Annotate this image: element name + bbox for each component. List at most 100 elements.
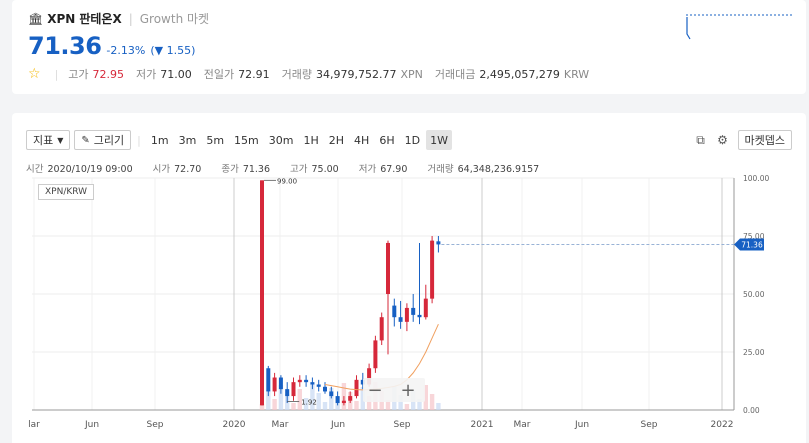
zoom-out-button[interactable]: − <box>367 380 382 401</box>
interval-15m[interactable]: 15m <box>234 133 259 147</box>
candle-body <box>367 368 372 385</box>
ohlc-time: 시간 2020/10/19 09:00 <box>26 164 133 175</box>
y-tick-label: 25.00 <box>743 348 765 357</box>
interval-30m[interactable]: 30m <box>268 133 294 147</box>
volume-bar <box>423 385 428 410</box>
interval-1h[interactable]: 1H <box>303 133 319 147</box>
x-tick-label: Mar <box>514 420 531 430</box>
interval-5m[interactable]: 5m <box>206 133 225 147</box>
volume-bar <box>360 387 365 410</box>
candle-body <box>348 396 353 401</box>
ohlc-close: 종가 71.36 <box>221 164 271 175</box>
interval-1w[interactable]: 1W <box>426 130 452 150</box>
interval-4h[interactable]: 4H <box>354 133 370 147</box>
indicator-label: 지표 <box>33 134 54 147</box>
candle-body <box>423 298 428 318</box>
mini-sparkline <box>686 14 794 40</box>
prev-label: 전일가 <box>203 68 235 81</box>
interval-3m[interactable]: 3m <box>178 133 197 147</box>
candle-body <box>379 317 384 341</box>
draw-button[interactable]: ✎ 그리기 <box>74 130 132 150</box>
candle-body <box>360 379 365 385</box>
candle-body <box>436 241 441 245</box>
candle-body <box>386 242 390 294</box>
gear-icon[interactable]: ⚙ <box>717 133 728 147</box>
zoom-controls[interactable] <box>363 378 425 402</box>
candle-body <box>304 379 309 383</box>
pencil-icon: ✎ <box>81 134 90 146</box>
ohlc-legend: 시간 2020/10/19 09:00 시가 72.70 종가 71.36 고가 75.… <box>26 161 539 175</box>
x-tick-label: Jun <box>330 420 345 430</box>
amount-unit: KRW <box>563 67 590 81</box>
popout-icon[interactable]: ⧉ <box>696 132 705 147</box>
caret-down-icon: ▼ <box>57 135 64 145</box>
price-chart[interactable]: 100.00 75.00 50.00 25.00 0.00 lar Jun Sep 2020 Ma… <box>12 113 806 443</box>
x-tick-label: Mar <box>272 420 289 430</box>
y-tick-label: 100.00 <box>743 174 769 183</box>
price-row: 71.36 -2.13% (▼ 1.55) <box>28 32 195 60</box>
high-value: 72.95 <box>92 67 125 81</box>
x-tick-label: 2020 <box>223 420 246 430</box>
zoom-in-button[interactable]: + <box>400 380 415 401</box>
last-price-tag <box>734 238 764 251</box>
interval-1d[interactable]: 1D <box>404 133 421 147</box>
candle-body <box>285 389 290 397</box>
volume-bar <box>417 399 422 410</box>
ticker-name: 판테온X <box>79 12 122 26</box>
candle-body <box>392 305 397 318</box>
divider: | <box>137 133 141 147</box>
volume-value: 34,979,752.77 <box>316 67 397 81</box>
x-tick-label: lar <box>28 420 40 430</box>
ticker-summary-card: 🏛 XPN 판테온X | Growth 마켓 71.36 -2.13% (▼ 1… <box>12 0 806 94</box>
interval-6h[interactable]: 6H <box>379 133 395 147</box>
max-price-label: 99.00 <box>277 177 297 185</box>
candle-body <box>291 382 296 397</box>
high-label: 고가 <box>68 68 89 81</box>
volume-bar <box>310 384 315 410</box>
x-tick-label: Sep <box>147 420 164 430</box>
volume-bar <box>366 396 372 410</box>
interval-2h[interactable]: 2H <box>328 133 345 147</box>
candle-body <box>341 400 346 404</box>
volume-bar <box>316 393 321 410</box>
market-depth-label: 마켓뎁스 <box>744 134 785 147</box>
interval-list: 1m 3m 5m 15m 30m 1H 2H 4H 6H 1D 1W <box>147 130 452 150</box>
interval-1m[interactable]: 1m <box>150 133 169 147</box>
volume-bar <box>329 388 334 410</box>
market-depth-button[interactable]: 마켓뎁스 <box>737 130 792 150</box>
volume-bar <box>404 404 410 410</box>
ohlc-low: 저가 67.90 <box>358 164 408 175</box>
ohlc-open: 시가 72.70 <box>152 164 202 175</box>
y-tick-label: 75.00 <box>743 232 765 241</box>
candle-body <box>354 379 359 397</box>
candle-body <box>430 240 435 299</box>
x-tick-label: 2021 <box>471 420 494 430</box>
pair-badge: XPN/KRW <box>38 184 95 200</box>
ticker-symbol: XPN <box>47 11 76 26</box>
chart-toolbar: 지표 ▼ ✎ 그리기 | 1m 3m 5m 15m 30m 1H 2H 4H 6H 1D 1W <box>26 130 452 150</box>
ticker-header: 🏛 XPN 판테온X | Growth 마켓 <box>28 10 209 27</box>
indicator-button[interactable]: 지표 ▼ <box>26 130 71 150</box>
volume-bar <box>303 398 309 410</box>
volume-bar <box>259 404 265 410</box>
ohlc-high: 고가 75.00 <box>290 164 339 175</box>
ohlc-volume: 거래량 64,348,236.9157 <box>427 164 540 175</box>
y-tick-label: 0.00 <box>743 406 760 415</box>
chart-toolbar-right: ⧉ ⚙ 마켓뎁스 <box>694 130 792 150</box>
market-label: Growth 마켓 <box>139 12 210 26</box>
candle-body <box>329 391 334 397</box>
candle-body <box>272 377 277 392</box>
candle-body <box>398 317 403 322</box>
prev-value: 72.91 <box>238 67 270 81</box>
divider: | <box>128 11 133 26</box>
min-price-label: 1.92 <box>301 399 317 407</box>
candle-body <box>310 382 315 385</box>
volume-bar <box>429 394 435 410</box>
amount-label: 거래대금 <box>434 68 476 81</box>
x-tick-label: Sep <box>394 420 411 430</box>
favorite-star-icon[interactable]: ☆ <box>28 66 41 82</box>
volume-bar <box>272 399 277 410</box>
volume-unit: XPN <box>400 67 423 81</box>
candle-body <box>373 340 378 369</box>
x-tick-label: Sep <box>641 420 658 430</box>
